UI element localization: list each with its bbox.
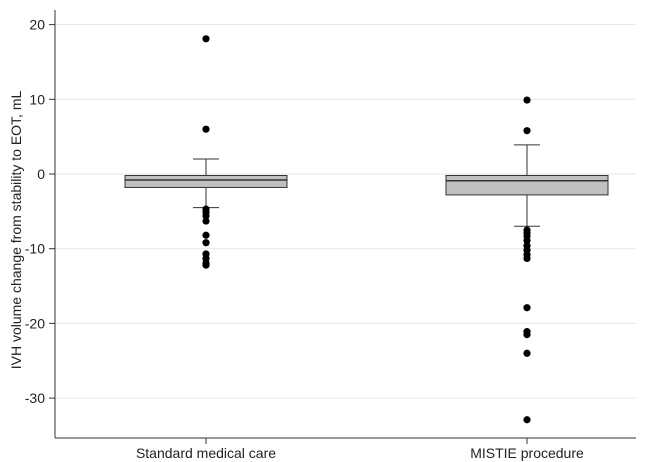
y-tick-label: -10 — [25, 241, 45, 257]
axis-layer: 20 10 0 -10 -20 -30 Standard medical care MISTI… — [25, 10, 636, 461]
outlier-point — [523, 127, 531, 135]
y-axis-title: IVH volume change from stability to EOT,… — [8, 91, 24, 370]
x-category-label: MISTIE procedure — [470, 445, 584, 461]
outlier-point — [523, 254, 531, 263]
y-tick-label: -30 — [25, 390, 45, 406]
outlier-layer — [202, 35, 531, 424]
outlier-point — [523, 416, 531, 424]
box-group — [445, 144, 609, 227]
box-layer — [124, 144, 609, 227]
outlier-point — [523, 236, 531, 245]
grid-layer — [55, 24, 636, 399]
outlier-point — [202, 35, 210, 43]
outlier-point — [523, 304, 531, 312]
y-tick-label: -20 — [25, 315, 45, 331]
box-iqr — [445, 174, 609, 196]
box-group — [124, 158, 288, 209]
y-tick-label: 10 — [29, 91, 45, 107]
outlier-point — [202, 239, 210, 247]
outlier-point — [523, 96, 531, 104]
outlier-point — [202, 231, 210, 239]
outlier-point — [523, 331, 531, 339]
outlier-point — [202, 125, 210, 133]
outlier-point — [202, 261, 210, 269]
box-iqr — [124, 174, 288, 188]
outlier-point — [523, 349, 531, 357]
y-tick-label: 20 — [29, 17, 45, 33]
x-category-label: Standard medical care — [136, 445, 276, 461]
outlier-point — [202, 217, 210, 225]
outlier-point — [202, 212, 210, 220]
y-tick-label: 0 — [37, 166, 45, 182]
